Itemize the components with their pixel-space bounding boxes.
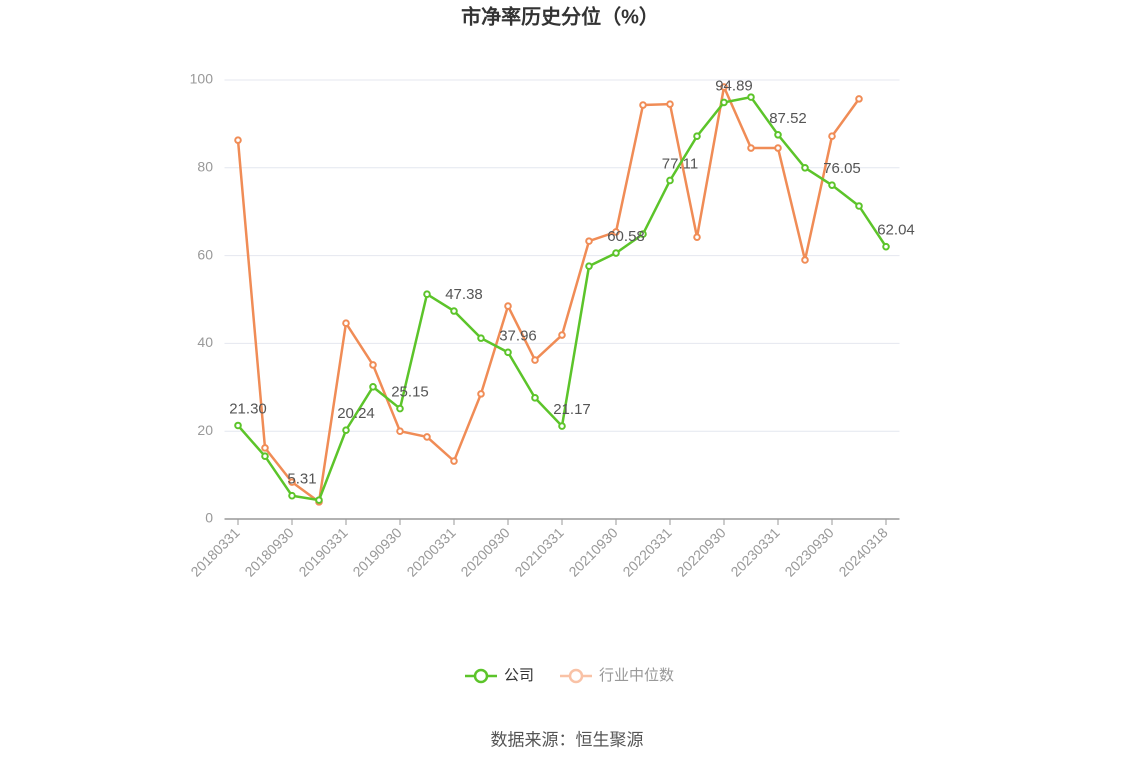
point <box>288 491 296 500</box>
x-tick-label: 20220930 <box>673 524 729 580</box>
point <box>612 249 620 257</box>
point <box>261 444 269 452</box>
point <box>261 452 269 461</box>
point <box>801 164 809 172</box>
source: 数据来源：恒生聚源 <box>491 730 644 749</box>
point <box>639 230 647 238</box>
point <box>855 95 863 103</box>
legend-label: 行业中位数 <box>599 667 674 684</box>
point <box>423 433 431 441</box>
point <box>855 202 863 210</box>
point <box>585 237 593 245</box>
point <box>720 98 728 107</box>
y-tick-label: 20 <box>197 422 213 438</box>
point <box>828 181 836 189</box>
point <box>531 394 539 402</box>
x-tick-label: 20200331 <box>403 524 459 580</box>
point <box>531 356 539 364</box>
point <box>234 136 242 144</box>
point <box>315 496 323 504</box>
point <box>369 383 377 391</box>
x-tick-label: 20210930 <box>565 524 621 580</box>
point <box>693 132 701 140</box>
value-label: 20.24 <box>337 405 375 422</box>
legend-marker <box>473 668 489 684</box>
chart-title: 市净率历史分位（%） <box>461 4 659 28</box>
y-tick-label: 80 <box>197 159 213 175</box>
point <box>720 83 728 91</box>
value-label: 21.30 <box>229 400 267 417</box>
point <box>612 228 620 236</box>
value-label: 76.05 <box>823 160 861 177</box>
point <box>396 427 404 436</box>
value-label: 37.96 <box>499 327 537 344</box>
series-line <box>236 82 861 505</box>
x-tick-label: 20190930 <box>349 524 405 580</box>
point <box>693 233 701 241</box>
point <box>450 457 458 465</box>
value-label: 47.38 <box>445 286 483 303</box>
point <box>828 132 836 140</box>
point <box>747 144 755 152</box>
point <box>342 319 350 328</box>
point <box>801 256 809 264</box>
x-tick-label: 20220331 <box>619 524 675 580</box>
y-tick-label: 60 <box>197 246 213 262</box>
point <box>288 478 296 486</box>
point <box>504 302 512 310</box>
value-label: 62.04 <box>877 222 915 239</box>
x-tick-label: 20180331 <box>187 524 243 580</box>
point <box>666 176 674 185</box>
y-tick-label: 40 <box>197 334 213 350</box>
value-label: 94.89 <box>715 77 753 94</box>
point <box>639 101 647 109</box>
point <box>774 130 782 139</box>
point <box>396 404 404 413</box>
x-tick-label: 20240318 <box>835 524 891 580</box>
point <box>450 307 458 315</box>
point <box>666 100 674 108</box>
point <box>558 422 566 430</box>
point <box>747 93 755 101</box>
value-label: 60.58 <box>607 228 645 245</box>
point <box>774 144 782 152</box>
point <box>882 242 890 251</box>
value-label: 5.31 <box>287 471 316 488</box>
point <box>369 361 377 369</box>
y-tick-label: 100 <box>190 71 214 87</box>
series-line <box>237 95 888 502</box>
x-tick-label: 20210331 <box>511 524 567 580</box>
legend-label: 公司 <box>504 667 534 684</box>
value-label: 25.15 <box>391 384 429 401</box>
value-label: 87.52 <box>769 110 807 127</box>
value-label: 21.17 <box>553 401 591 418</box>
point <box>342 426 350 434</box>
point <box>477 334 485 342</box>
point <box>423 290 431 299</box>
x-tick-label: 20190331 <box>295 524 351 580</box>
x-tick-label: 20200930 <box>457 524 513 580</box>
x-tick-label: 20180930 <box>241 524 297 580</box>
point <box>234 421 242 430</box>
y-tick-label: 0 <box>205 510 213 526</box>
x-tick-label: 20230930 <box>781 524 837 580</box>
point <box>504 348 512 357</box>
x-tick-label: 20230331 <box>727 524 783 580</box>
point <box>477 390 485 398</box>
legend-marker <box>568 668 584 684</box>
value-label: 77.11 <box>662 155 698 172</box>
point <box>585 262 593 270</box>
point <box>558 331 566 339</box>
